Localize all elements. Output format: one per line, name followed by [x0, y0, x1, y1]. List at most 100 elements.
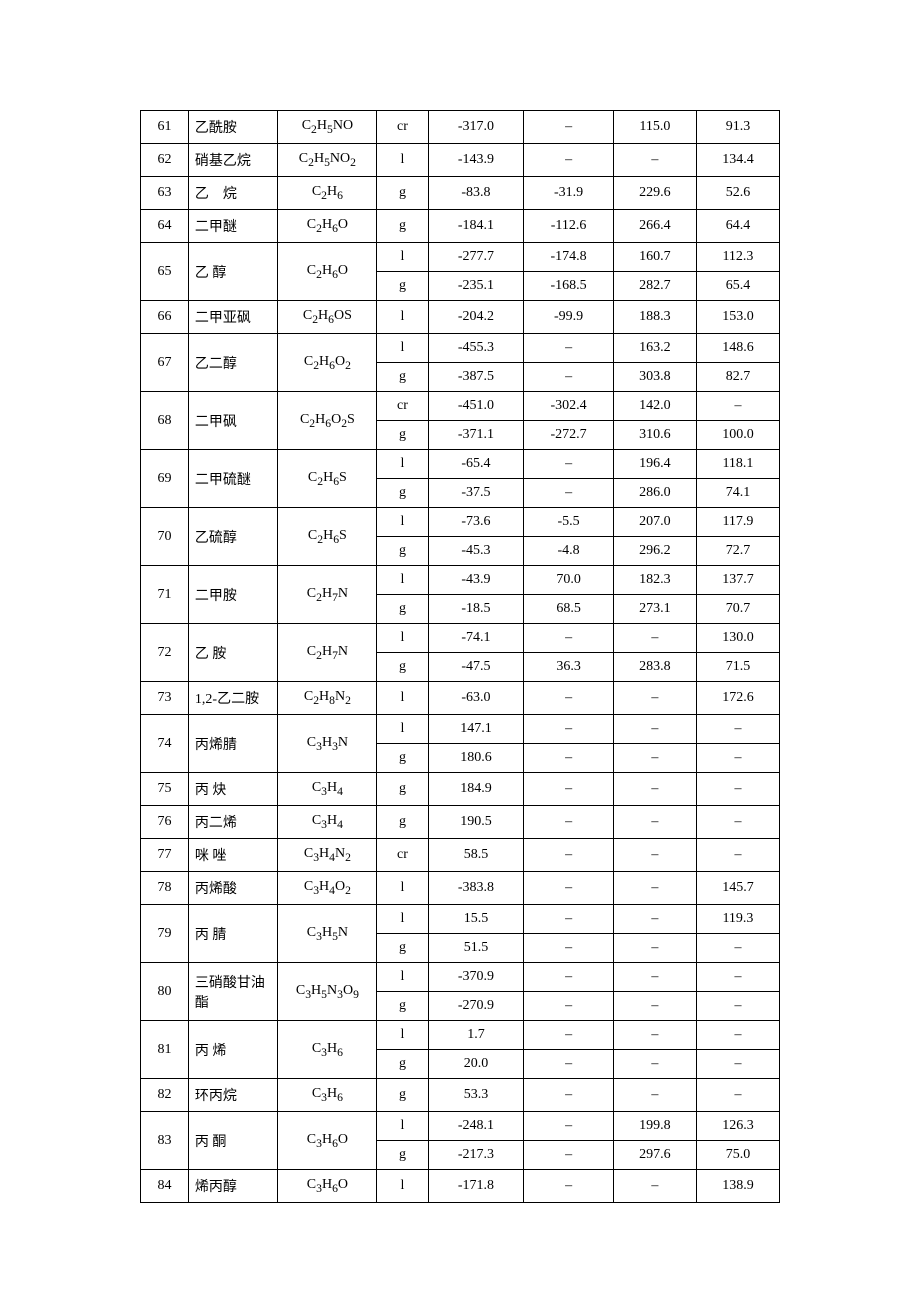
table-row: 79丙 腈C3H5Nl15.5––119.3 [141, 905, 780, 934]
table-row: 64二甲醚C2H6Og-184.1-112.6266.464.4 [141, 210, 780, 243]
compound-name: 环丙烷 [188, 1079, 277, 1112]
compound-name: 硝基乙烷 [188, 144, 277, 177]
data-cell: 58.5 [428, 839, 524, 872]
data-cell: g [377, 177, 428, 210]
formula: C2H6O2 [278, 334, 377, 392]
data-cell: 196.4 [613, 450, 696, 479]
data-cell: g [377, 595, 428, 624]
formula: C3H6O [278, 1170, 377, 1203]
data-cell: l [377, 682, 428, 715]
formula: C3H4N2 [278, 839, 377, 872]
data-cell: 282.7 [613, 272, 696, 301]
data-cell: 180.6 [428, 744, 524, 773]
data-cell: -43.9 [428, 566, 524, 595]
table-row: 74丙烯腈C3H3Nl147.1––– [141, 715, 780, 744]
data-cell: -37.5 [428, 479, 524, 508]
data-cell: 297.6 [613, 1141, 696, 1170]
data-cell: – [524, 773, 613, 806]
row-id: 83 [141, 1112, 189, 1170]
data-cell: 91.3 [696, 111, 779, 144]
compound-name: 乙 烷 [188, 177, 277, 210]
data-cell: – [696, 806, 779, 839]
data-cell: 72.7 [696, 537, 779, 566]
table-row: 65乙 醇C2H6Ol-277.7-174.8160.7112.3 [141, 243, 780, 272]
formula: C2H6 [278, 177, 377, 210]
data-cell: – [524, 839, 613, 872]
formula: C2H5NO [278, 111, 377, 144]
compound-name: 二甲亚砜 [188, 301, 277, 334]
data-cell: l [377, 144, 428, 177]
data-cell: -370.9 [428, 963, 524, 992]
data-cell: – [613, 963, 696, 992]
row-id: 72 [141, 624, 189, 682]
row-id: 66 [141, 301, 189, 334]
data-cell: -74.1 [428, 624, 524, 653]
data-cell: -184.1 [428, 210, 524, 243]
data-cell: -272.7 [524, 421, 613, 450]
data-cell: -65.4 [428, 450, 524, 479]
data-cell: l [377, 1170, 428, 1203]
data-cell: l [377, 450, 428, 479]
data-cell: 137.7 [696, 566, 779, 595]
formula: C2H7N [278, 624, 377, 682]
data-cell: 310.6 [613, 421, 696, 450]
table-row: 66二甲亚砜C2H6OSl-204.2-99.9188.3153.0 [141, 301, 780, 334]
data-cell: -5.5 [524, 508, 613, 537]
data-cell: – [524, 1079, 613, 1112]
data-cell: 53.3 [428, 1079, 524, 1112]
data-cell: – [524, 363, 613, 392]
data-cell: 184.9 [428, 773, 524, 806]
data-cell: g [377, 1050, 428, 1079]
data-cell: -235.1 [428, 272, 524, 301]
data-cell: 273.1 [613, 595, 696, 624]
data-cell: – [613, 934, 696, 963]
data-cell: -168.5 [524, 272, 613, 301]
compound-name: 二甲砜 [188, 392, 277, 450]
table-row: 84烯丙醇C3H6Ol-171.8––138.9 [141, 1170, 780, 1203]
data-cell: -73.6 [428, 508, 524, 537]
data-cell: l [377, 1112, 428, 1141]
row-id: 75 [141, 773, 189, 806]
data-cell: – [613, 992, 696, 1021]
compound-name: 乙 醇 [188, 243, 277, 301]
data-cell: 172.6 [696, 682, 779, 715]
data-cell: 303.8 [613, 363, 696, 392]
formula: C2H8N2 [278, 682, 377, 715]
data-cell: – [524, 144, 613, 177]
data-cell: l [377, 334, 428, 363]
compound-name: 三硝酸甘油酯 [188, 963, 277, 1021]
table-row: 81丙 烯C3H6l1.7––– [141, 1021, 780, 1050]
table-row: 83丙 酮C3H6Ol-248.1–199.8126.3 [141, 1112, 780, 1141]
data-cell: – [613, 682, 696, 715]
table-row: 80三硝酸甘油酯C3H5N3O9l-370.9––– [141, 963, 780, 992]
data-cell: cr [377, 839, 428, 872]
data-cell: – [613, 905, 696, 934]
data-cell: – [524, 1050, 613, 1079]
data-cell: 153.0 [696, 301, 779, 334]
data-cell: -31.9 [524, 177, 613, 210]
table-row: 63乙 烷C2H6g-83.8-31.9229.652.6 [141, 177, 780, 210]
data-cell: g [377, 272, 428, 301]
data-cell: 147.1 [428, 715, 524, 744]
data-cell: g [377, 806, 428, 839]
data-cell: 75.0 [696, 1141, 779, 1170]
row-id: 78 [141, 872, 189, 905]
data-cell: – [524, 682, 613, 715]
data-cell: -248.1 [428, 1112, 524, 1141]
data-cell: – [696, 963, 779, 992]
data-cell: 51.5 [428, 934, 524, 963]
data-cell: – [613, 715, 696, 744]
data-cell: g [377, 363, 428, 392]
table-row: 67乙二醇C2H6O2l-455.3–163.2148.6 [141, 334, 780, 363]
data-cell: -143.9 [428, 144, 524, 177]
data-cell: 130.0 [696, 624, 779, 653]
data-cell: – [613, 1170, 696, 1203]
data-cell: 117.9 [696, 508, 779, 537]
compound-name: 烯丙醇 [188, 1170, 277, 1203]
data-cell: -99.9 [524, 301, 613, 334]
table-row: 76丙二烯C3H4g190.5––– [141, 806, 780, 839]
compound-name: 丙 炔 [188, 773, 277, 806]
compound-name: 1,2-乙二胺 [188, 682, 277, 715]
data-cell: – [524, 450, 613, 479]
table-row: 82环丙烷C3H6g53.3––– [141, 1079, 780, 1112]
